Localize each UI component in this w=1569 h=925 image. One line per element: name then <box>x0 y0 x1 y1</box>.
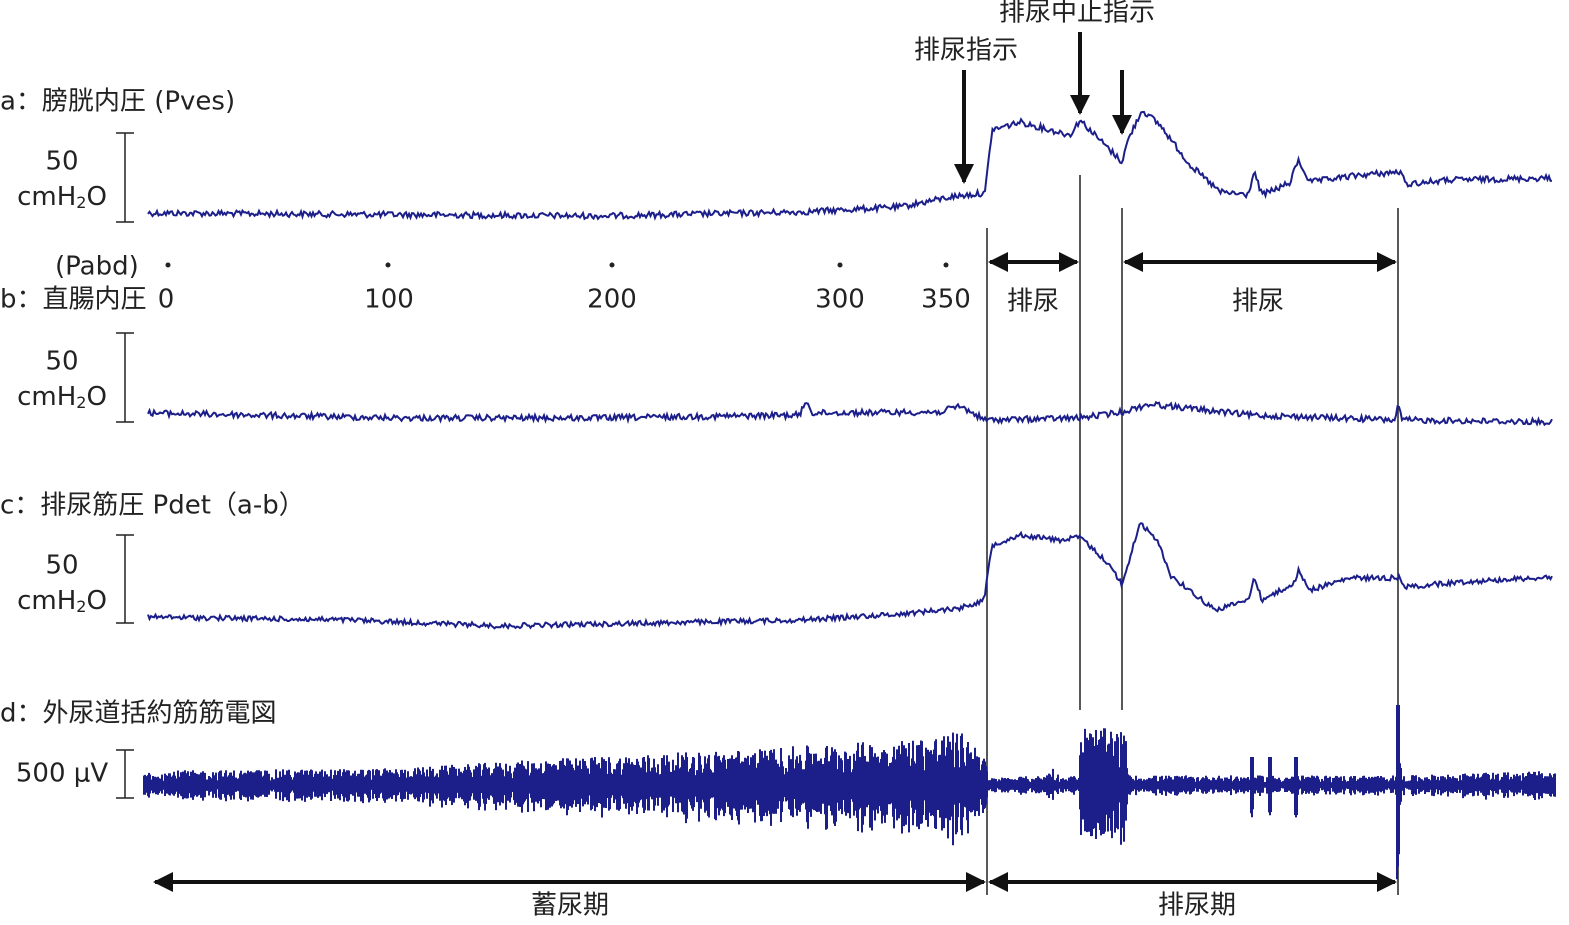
scale-unit: cmH2O <box>17 382 107 412</box>
scale-value: 50 <box>45 551 78 581</box>
annotation: 排尿 <box>1007 287 1059 317</box>
emg-trace <box>143 705 1556 880</box>
phase-label: 蓄尿期 <box>531 891 609 921</box>
channel-sublabel: (Pabd) <box>55 252 139 282</box>
pves-trace <box>147 110 1553 221</box>
volume-label: 100 <box>364 285 414 315</box>
scale-unit: cmH2O <box>17 182 107 212</box>
volume-dots <box>165 262 949 268</box>
traces <box>143 110 1556 880</box>
channel-label: d：外尿道括約筋筋電図 <box>0 699 277 729</box>
volume-label: 200 <box>587 285 637 315</box>
event-lines <box>986 175 1399 895</box>
scale-value: 50 <box>45 347 78 377</box>
pdet-trace <box>147 522 1553 630</box>
scale-bars <box>116 132 134 799</box>
channel-label: a：膀胱内圧 (Pves) <box>0 87 235 117</box>
scale-unit: cmH2O <box>17 586 107 616</box>
annotation: 排尿指示 <box>914 36 1018 66</box>
arrows <box>153 32 1397 892</box>
channel-label: b：直腸内圧 <box>0 285 147 315</box>
annotation: 排尿 <box>1232 287 1284 317</box>
scale-value: 500 μV <box>16 759 108 789</box>
phase-label: 排尿期 <box>1158 891 1236 921</box>
scale-value: 50 <box>45 147 78 177</box>
annotation: 排尿中止指示 <box>999 0 1155 28</box>
volume-label: 300 <box>815 285 865 315</box>
volume-label: 0 <box>158 285 175 315</box>
pabd-trace <box>147 400 1553 427</box>
volume-label: 350 <box>921 285 971 315</box>
channel-label: c：排尿筋圧 Pdet（a-b） <box>0 491 305 521</box>
